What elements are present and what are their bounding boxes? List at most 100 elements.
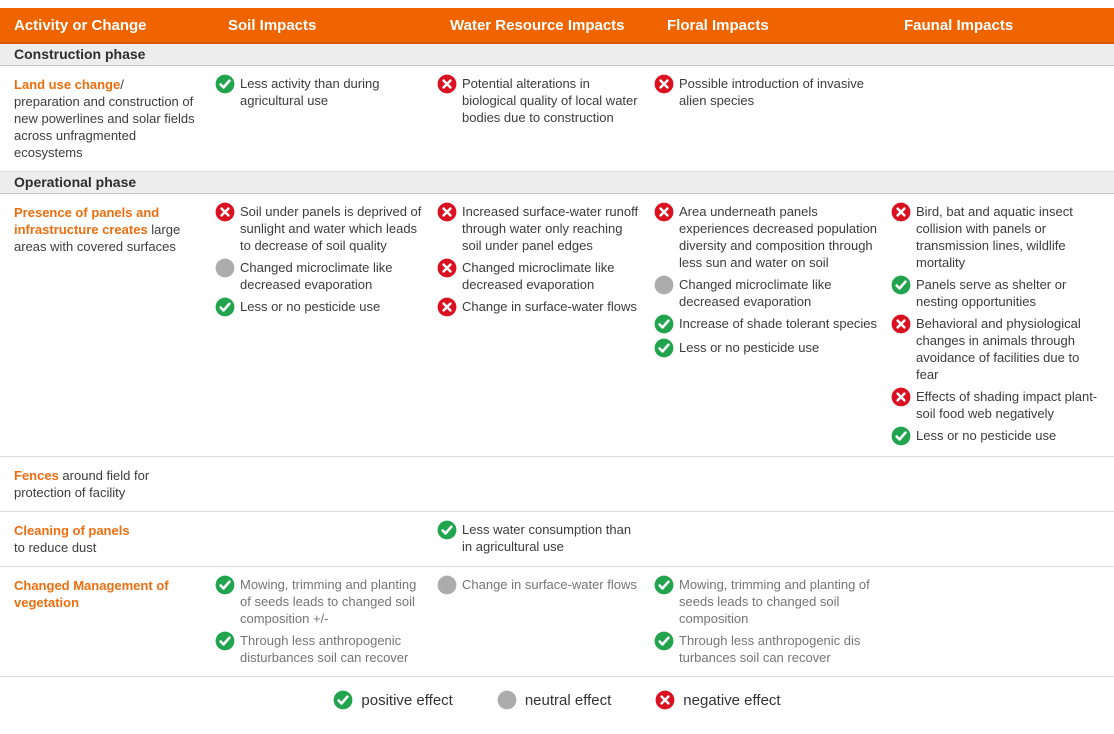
impact-cell-water: Less water consumption than in agricultu… [437,520,654,556]
table-row: Land use change/ preparation and constru… [0,66,1114,172]
column-header: Floral Impacts [667,16,769,34]
impact-text: Potential alterations in biological qual… [462,76,638,125]
neutral-icon [497,690,517,710]
legend-item: positive effect [333,690,453,710]
positive-icon [654,338,674,358]
impact-cell-soil [215,466,437,501]
activity-cell: Fences around field for protection of fa… [0,466,215,501]
table-row: Changed Management of vegetation Mowing, … [0,567,1114,677]
impact-item: Effects of shading impact plant-soil foo… [891,387,1104,422]
impact-item: Less or no pesticide use [215,297,427,317]
negative-icon [437,74,457,94]
legend-label: neutral effect [524,691,612,709]
impact-item: Possible introduction of invasive alien … [654,74,881,109]
positive-icon [333,690,353,710]
positive-icon [654,631,674,651]
legend-item: neutral effect [497,690,611,710]
table-row: Cleaning of panels to reduce dust Less wa… [0,512,1114,567]
impact-table: Activity or Change Soil Impacts Water Reso… [0,8,1114,710]
impact-cell-faunal [891,466,1114,501]
impact-cell-faunal [891,576,1114,666]
impact-cell-water: Increased surface-water runoff through w… [437,202,654,446]
impact-item: Bird, bat and aquatic insect collision w… [891,202,1104,271]
positive-icon [215,297,235,317]
legend-label: positive effect [361,691,453,709]
activity-description: around field for protection of facility [14,468,150,500]
impact-cell-floral: Possible introduction of invasive alien … [654,74,891,161]
impact-cell-faunal: Bird, bat and aquatic insect collision w… [891,202,1114,446]
impact-text: Change in surface-water flows [462,577,637,592]
impact-item: Area underneath panels experiences decre… [654,202,881,271]
negative-icon [655,690,675,710]
activity-cell: Land use change/ preparation and constru… [0,75,215,161]
impact-text: Mowing, trimming and planting of seeds l… [240,577,417,626]
impact-item: Change in surface-water flows [437,297,644,317]
impact-text: Changed microclimate like decreased evap… [462,260,615,292]
impact-text: Through less anthropogenic disturbances … [240,633,409,665]
activity-description: / preparation and construction of new po… [14,77,195,160]
activity-highlight: Changed Management of vegetation [14,578,169,610]
impact-item: Through less anthropogenic dis turbances… [654,631,881,666]
impact-cell-soil [215,521,437,556]
impact-item: Changed microclimate like decreased evap… [215,258,427,293]
impact-text: Behavioral and physiological changes in … [916,316,1081,382]
table-header-row: Activity or Change Soil Impacts Water Reso… [0,8,1114,44]
impact-item: Panels serve as shelter or nesting oppor… [891,275,1104,310]
impact-item: Changed microclimate like decreased evap… [437,258,644,293]
negative-icon [891,314,911,334]
impact-text: Less or no pesticide use [916,428,1057,443]
legend-item: negative effect [655,690,781,710]
impact-cell-soil: Soil under panels is deprived of sunligh… [215,202,437,446]
impact-item: Changed microclimate like decreased evap… [654,275,881,310]
positive-icon [891,275,911,295]
positive-icon [654,575,674,595]
impact-item: Increase of shade tolerant species [654,314,881,334]
positive-icon [654,314,674,334]
neutral-icon [654,275,674,295]
impact-cell-faunal [891,521,1114,556]
activity-cell: Cleaning of panels to reduce dust [0,521,215,556]
activity-description: large areas with covered surfaces [14,222,181,254]
neutral-icon [437,575,457,595]
negative-icon [437,258,457,278]
positive-icon [215,74,235,94]
impact-cell-soil: Mowing, trimming and planting of seeds l… [215,575,437,666]
activity-cell: Changed Management of vegetation [0,576,215,666]
activity-highlight: Cleaning of panels [14,523,130,538]
impact-cell-soil: Less activity than during agricultural u… [215,74,437,161]
impact-cell-water [437,466,654,501]
column-header: Faunal Impacts [904,16,1014,34]
negative-icon [437,297,457,317]
negative-icon [654,74,674,94]
negative-icon [215,202,235,222]
impact-item: Less water consumption than in agricultu… [437,520,644,555]
impact-item: Potential alterations in biological qual… [437,74,644,126]
impact-cell-floral [654,466,891,501]
column-header: Water Resource Impacts [450,16,625,34]
impact-cell-water: Potential alterations in biological qual… [437,74,654,161]
activity-highlight: Presence of panels and infrastructure cr… [14,205,160,237]
impact-text: Possible introduction of invasive alien … [679,76,864,108]
positive-icon [215,575,235,595]
impact-text: Area underneath panels experiences decre… [679,204,878,270]
negative-icon [891,387,911,407]
impact-text: Changed microclimate like decreased evap… [679,277,832,309]
impact-item: Change in surface-water flows [437,575,644,595]
impact-text: Less or no pesticide use [240,299,381,314]
impact-cell-floral [654,521,891,556]
table-row: Presence of panels and infrastructure cr… [0,194,1114,457]
positive-icon [437,520,457,540]
negative-icon [891,202,911,222]
impact-text: Change in surface-water flows [462,299,637,314]
activity-cell: Presence of panels and infrastructure cr… [0,203,215,446]
impact-cell-floral: Area underneath panels experiences decre… [654,202,891,446]
activity-highlight: Fences [14,468,59,483]
legend-label: negative effect [683,691,781,709]
impact-text: Less activity than during agricultural u… [240,76,380,108]
section-header: Operational phase [0,172,1114,194]
section-header: Construction phase [0,44,1114,66]
legend: positive effect neutral effect negative ef… [0,677,1114,710]
impact-text: Increased surface-water runoff through w… [462,204,639,253]
table-row: Fences around field for protection of fa… [0,457,1114,512]
impact-cell-water: Change in surface-water flows [437,575,654,666]
